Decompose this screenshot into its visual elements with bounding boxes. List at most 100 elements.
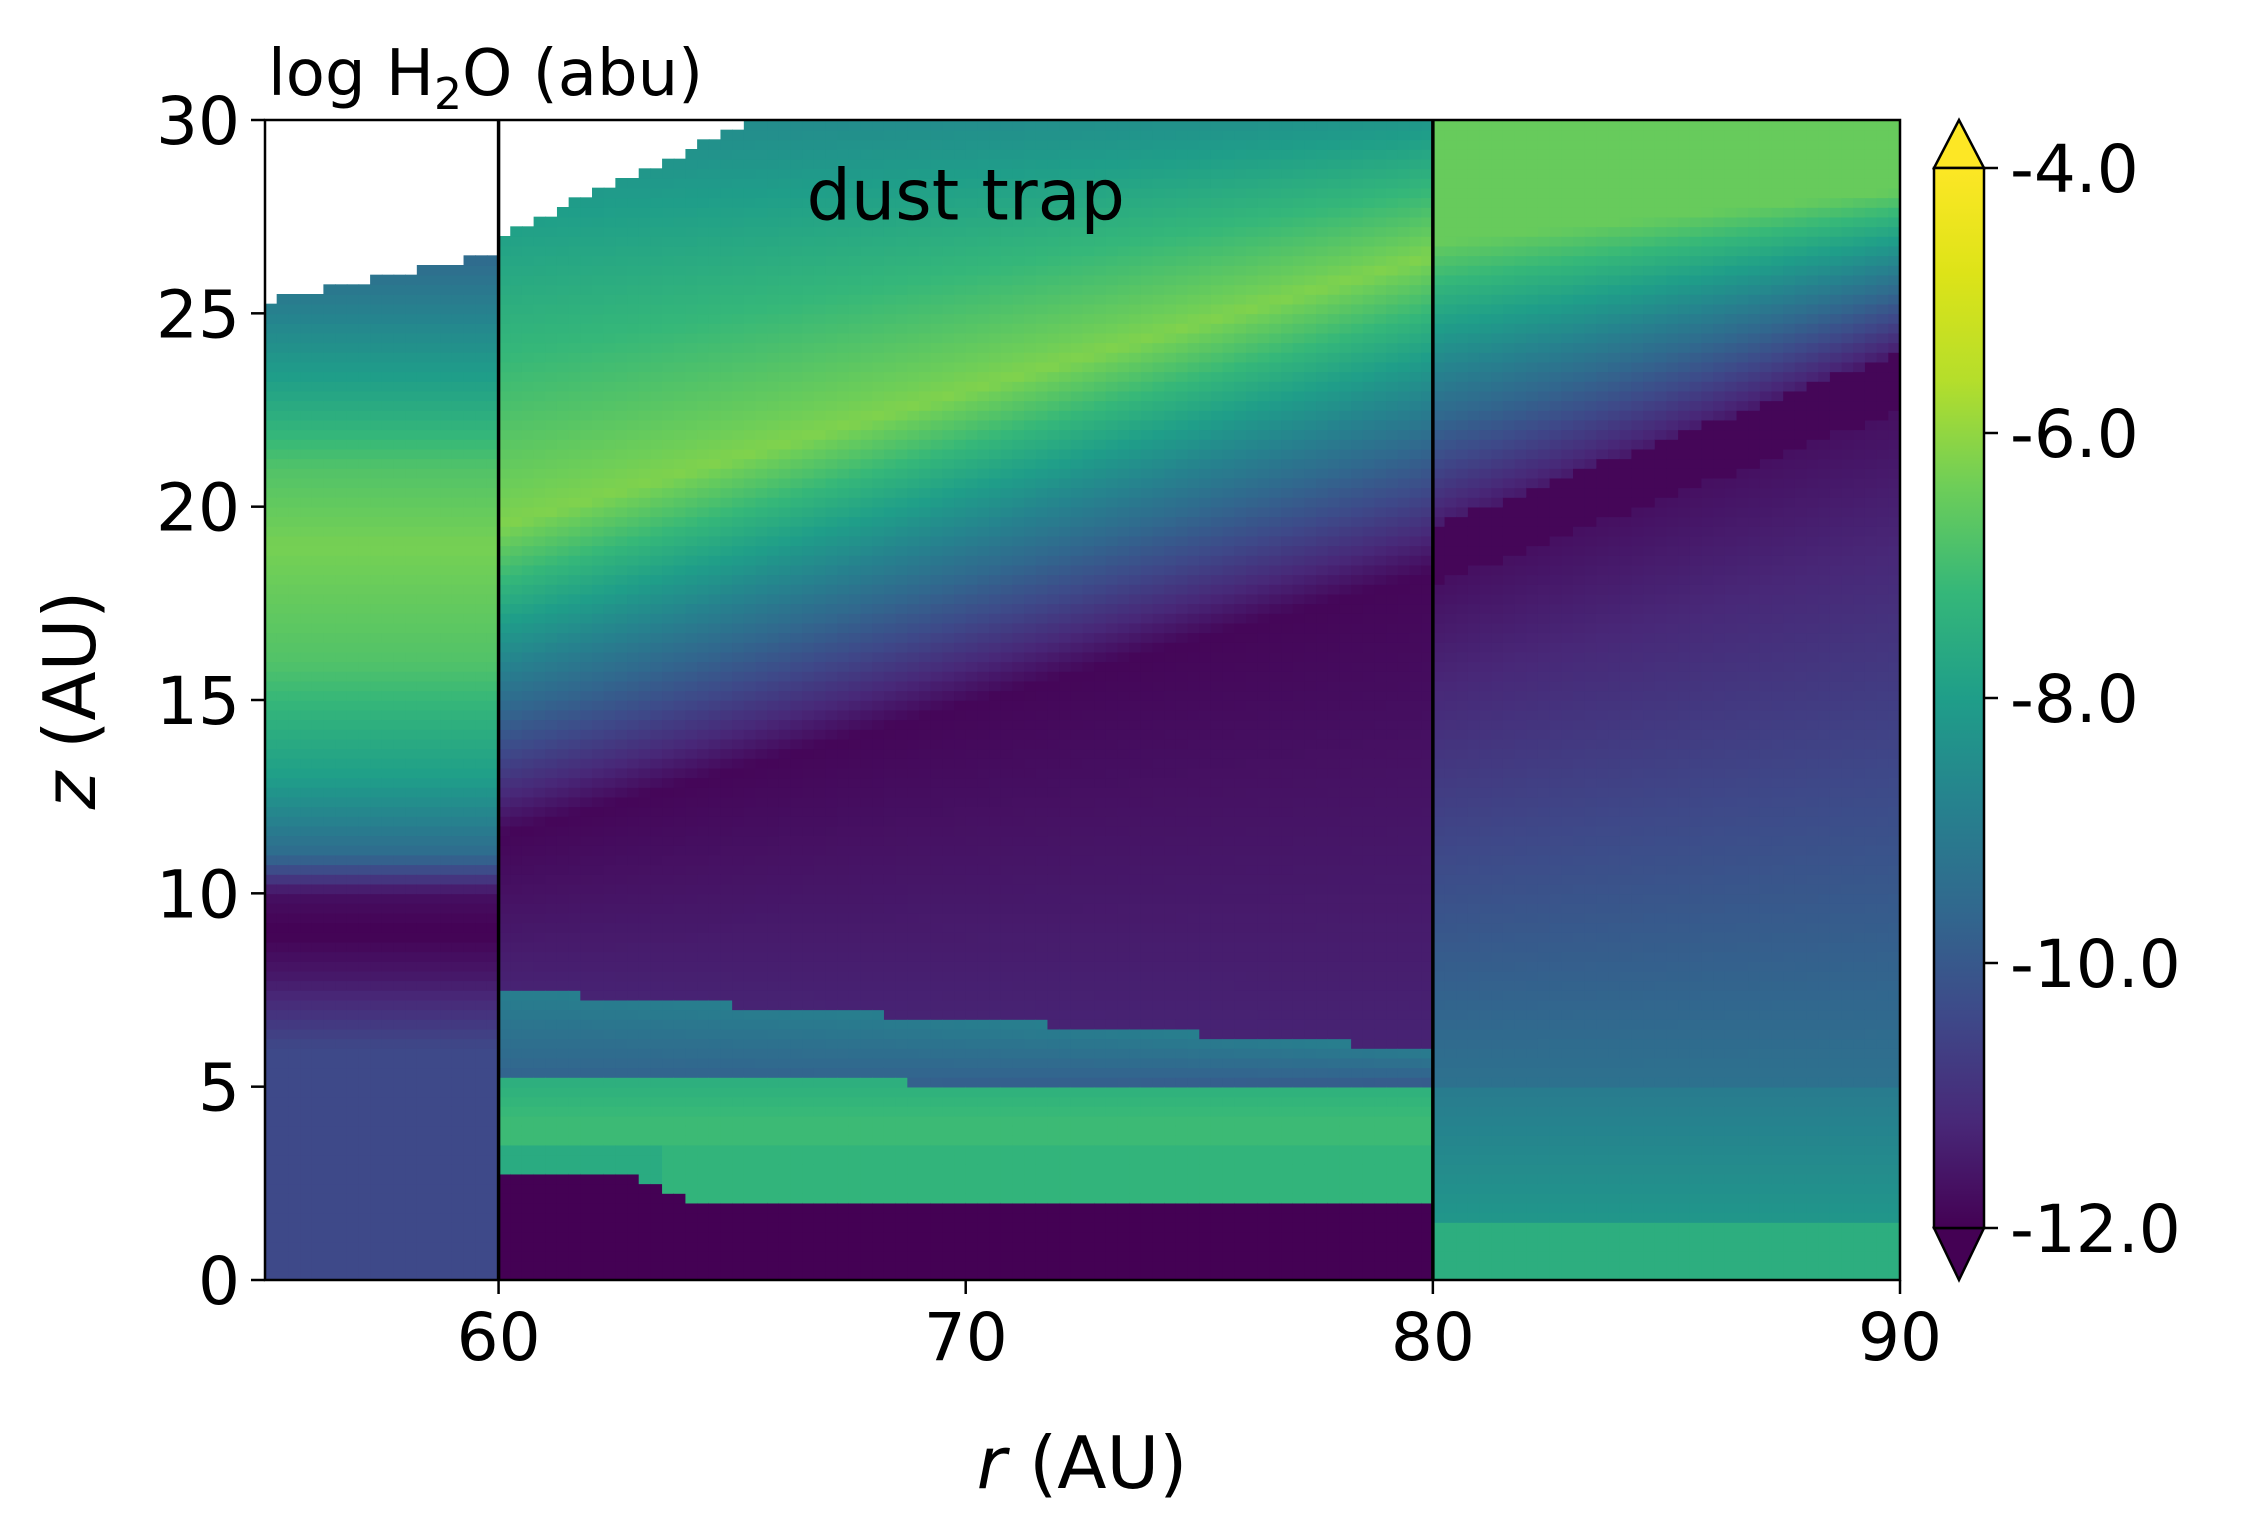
heatmap-cell xyxy=(767,458,780,469)
heatmap-cell xyxy=(335,1115,348,1127)
heatmap-cell xyxy=(451,313,465,324)
heatmap-cell xyxy=(790,961,804,972)
heatmap-cell xyxy=(545,719,558,730)
heatmap-cell xyxy=(720,680,733,692)
heatmap-cell xyxy=(521,1115,535,1127)
heatmap-cell xyxy=(603,661,617,672)
heatmap-cell xyxy=(720,284,733,295)
heatmap-cell xyxy=(580,1106,593,1117)
heatmap-cell xyxy=(778,1144,792,1156)
heatmap-cell xyxy=(662,748,675,759)
heatmap-cell xyxy=(323,854,336,866)
heatmap-cell xyxy=(416,951,430,962)
heatmap-cell xyxy=(498,410,512,421)
heatmap-cell xyxy=(685,245,698,257)
heatmap-cell xyxy=(545,448,558,460)
heatmap-cell xyxy=(440,1077,453,1088)
heatmap-cell xyxy=(405,999,418,1011)
heatmap-cell xyxy=(276,477,290,489)
heatmap-cell xyxy=(451,1135,465,1146)
heatmap-cell xyxy=(346,671,360,682)
heatmap-cell xyxy=(265,729,278,740)
heatmap-cell xyxy=(311,864,325,875)
heatmap-cell xyxy=(370,303,383,315)
heatmap-cell xyxy=(778,448,792,460)
heatmap-cell xyxy=(790,1260,804,1272)
heatmap-cell xyxy=(405,603,418,614)
heatmap-cell xyxy=(720,932,733,943)
heatmap-cell xyxy=(580,680,593,692)
heatmap-cell xyxy=(381,526,395,537)
heatmap-cell xyxy=(673,187,687,199)
heatmap-cell xyxy=(743,139,757,150)
heatmap-cell xyxy=(335,1193,348,1204)
heatmap-cell xyxy=(486,1057,500,1069)
heatmap-cell xyxy=(265,419,278,431)
heatmap-cell xyxy=(568,1125,582,1136)
heatmap-cell xyxy=(323,332,336,344)
heatmap-cell xyxy=(440,332,453,344)
heatmap-cell xyxy=(720,1086,733,1098)
heatmap-cell xyxy=(615,864,628,875)
heatmap-cell xyxy=(592,787,605,798)
heatmap-cell xyxy=(592,883,605,895)
heatmap-cell xyxy=(440,1231,453,1243)
heatmap-cell xyxy=(580,226,593,237)
heatmap-cell xyxy=(405,825,418,837)
heatmap-cell xyxy=(720,1096,733,1107)
heatmap-cell xyxy=(697,729,710,740)
heatmap-cell xyxy=(673,651,687,663)
heatmap-cell xyxy=(451,1183,465,1194)
heatmap-cell xyxy=(615,951,628,962)
heatmap-cell xyxy=(300,1077,313,1088)
heatmap-cell xyxy=(405,545,418,556)
heatmap-cell xyxy=(300,448,313,460)
heatmap-cell xyxy=(323,381,336,392)
heatmap-cell xyxy=(673,980,687,991)
heatmap-cell xyxy=(300,1135,313,1146)
heatmap-cell xyxy=(510,603,523,614)
heatmap-cell xyxy=(638,1096,652,1107)
heatmap-cell xyxy=(311,1212,325,1223)
heatmap-cell xyxy=(720,197,733,208)
heatmap-cell xyxy=(778,1077,792,1088)
heatmap-cell xyxy=(673,506,687,518)
heatmap-cell xyxy=(697,226,710,237)
heatmap-cell xyxy=(545,294,558,305)
heatmap-cell xyxy=(650,593,663,605)
heatmap-cell xyxy=(685,922,698,933)
heatmap-cell xyxy=(685,313,698,324)
heatmap-cell xyxy=(755,748,768,759)
heatmap-cell xyxy=(615,1096,628,1107)
heatmap-cell xyxy=(732,603,745,614)
heatmap-cell xyxy=(720,912,733,924)
heatmap-cell xyxy=(708,787,722,798)
heatmap-cell xyxy=(498,555,512,566)
heatmap-cell xyxy=(556,1125,570,1136)
heatmap-cell xyxy=(708,361,722,373)
heatmap-cell xyxy=(556,883,570,895)
heatmap-cell xyxy=(276,400,290,411)
heatmap-cell xyxy=(755,970,768,982)
heatmap-cell xyxy=(440,535,453,547)
heatmap-cell xyxy=(346,535,360,547)
heatmap-cell xyxy=(673,632,687,643)
heatmap-cell xyxy=(615,197,628,208)
heatmap-cell xyxy=(638,400,652,411)
heatmap-cell xyxy=(556,748,570,759)
heatmap-cell xyxy=(638,419,652,431)
heatmap-cell xyxy=(755,487,768,498)
heatmap-cell xyxy=(778,506,792,518)
heatmap-cell xyxy=(300,671,313,682)
heatmap-cell xyxy=(521,1077,535,1088)
heatmap-cell xyxy=(486,1173,500,1185)
heatmap-cell xyxy=(743,526,757,537)
heatmap-cell xyxy=(592,632,605,643)
heatmap-cell xyxy=(720,748,733,759)
heatmap-cell xyxy=(335,1106,348,1117)
heatmap-cell xyxy=(323,806,336,817)
heatmap-cell xyxy=(697,593,710,605)
heatmap-cell xyxy=(732,1125,745,1136)
heatmap-cell xyxy=(697,1048,710,1059)
heatmap-cell xyxy=(486,487,500,498)
